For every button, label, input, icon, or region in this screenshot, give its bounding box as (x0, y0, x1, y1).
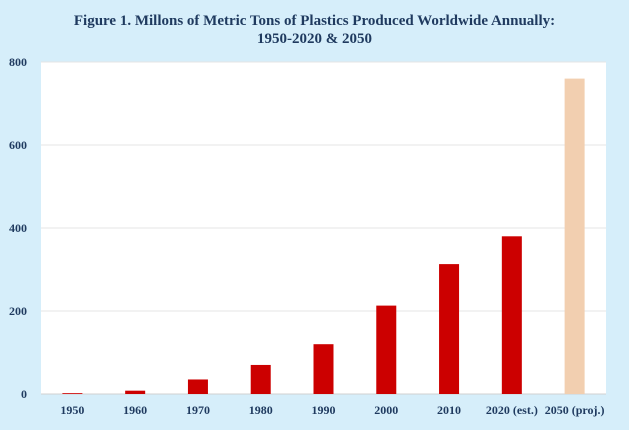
y-tick-label-600: 600 (9, 138, 27, 152)
bar-2020 (est.) (501, 236, 522, 394)
chart-title-line-2: 1950-2020 & 2050 (257, 31, 372, 47)
y-tick-label-400: 400 (9, 221, 27, 235)
x-tick-label-2020 (est.): 2020 (est.) (486, 403, 538, 417)
bar-2050 (proj.) (564, 78, 585, 394)
x-tick-label-2010: 2010 (437, 403, 461, 417)
x-tick-label-1960: 1960 (123, 403, 147, 417)
x-tick-label-1950: 1950 (60, 403, 84, 417)
x-tick-label-1970: 1970 (186, 403, 210, 417)
bar-1970 (187, 379, 208, 394)
y-tick-label-200: 200 (9, 304, 27, 318)
y-tick-label-0: 0 (21, 387, 27, 401)
bar-2010 (439, 264, 460, 394)
bar-2000 (376, 305, 397, 394)
bar-1960 (125, 390, 146, 394)
x-tick-label-1990: 1990 (312, 403, 336, 417)
bar-1990 (313, 344, 334, 394)
bar-1980 (250, 364, 271, 394)
bar-1950 (62, 393, 83, 394)
x-tick-label-2000: 2000 (374, 403, 398, 417)
x-tick-label-2050 (proj.): 2050 (proj.) (545, 403, 605, 417)
chart-title-line-1: Figure 1. Millons of Metric Tons of Plas… (73, 13, 556, 29)
y-tick-label-800: 800 (9, 55, 27, 69)
x-tick-label-1980: 1980 (249, 403, 273, 417)
